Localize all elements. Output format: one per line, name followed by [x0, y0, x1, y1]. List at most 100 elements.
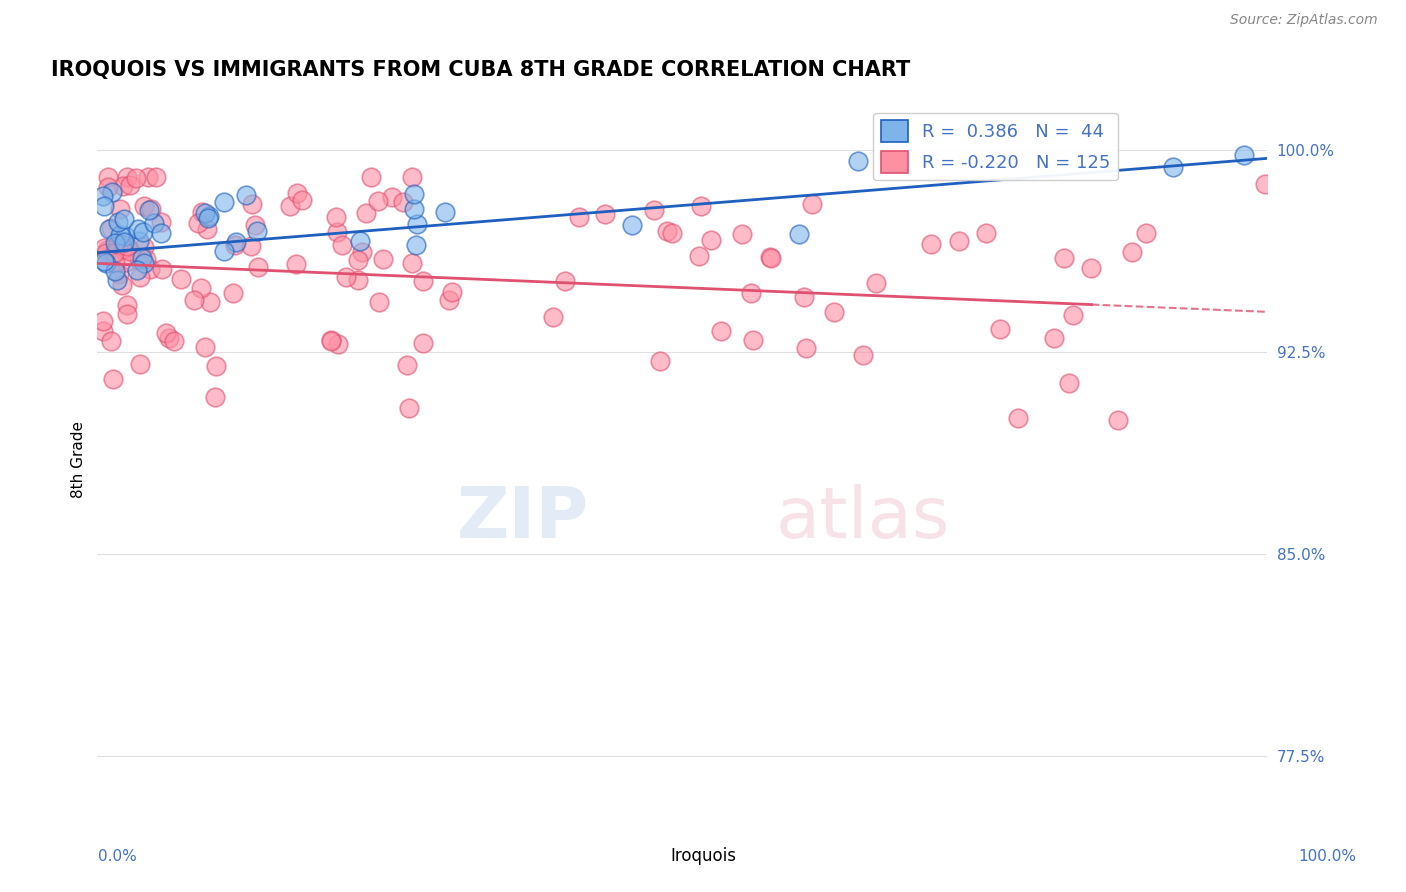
Point — [278, 199, 301, 213]
Point — [134, 240, 156, 254]
Point — [112, 235, 135, 249]
Point — [335, 269, 357, 284]
Point — [198, 295, 221, 310]
Point — [96, 256, 118, 270]
Point — [100, 221, 122, 235]
Point — [402, 186, 425, 201]
Point — [193, 206, 215, 220]
Point — [401, 256, 423, 270]
Point — [1057, 376, 1080, 391]
Point — [114, 229, 136, 244]
Point — [204, 359, 226, 373]
Point — [690, 199, 713, 213]
Point — [246, 260, 269, 274]
Point — [412, 336, 434, 351]
Point — [131, 252, 153, 266]
Point — [401, 170, 423, 185]
Point — [1053, 251, 1076, 265]
Point — [988, 322, 1011, 336]
Point — [759, 251, 782, 265]
Point — [1121, 245, 1143, 260]
Y-axis label: 8th Grade: 8th Grade — [72, 421, 86, 499]
Point — [183, 293, 205, 307]
Point — [190, 205, 212, 219]
Point — [1254, 177, 1277, 191]
Point — [648, 353, 671, 368]
Point — [787, 227, 810, 241]
Point — [155, 326, 177, 341]
Point — [235, 187, 257, 202]
Point — [852, 348, 875, 362]
Point — [112, 212, 135, 227]
Text: 100.0%: 100.0% — [1299, 849, 1357, 863]
Point — [107, 267, 129, 281]
Point — [326, 226, 349, 240]
Point — [101, 185, 124, 199]
Point — [920, 236, 942, 251]
Point — [98, 221, 121, 235]
Text: Iroquois: Iroquois — [671, 847, 735, 865]
Point — [391, 194, 413, 209]
Point — [204, 390, 226, 404]
Point — [104, 256, 127, 270]
Point — [731, 227, 754, 241]
Point — [134, 199, 156, 213]
Point — [948, 234, 970, 248]
Point — [170, 272, 193, 286]
Point — [97, 170, 120, 185]
Text: 0.0%: 0.0% — [98, 849, 138, 863]
Point — [100, 334, 122, 348]
Point — [1080, 261, 1102, 276]
Point — [350, 245, 373, 260]
Point — [349, 234, 371, 248]
Point — [291, 193, 314, 207]
Point — [240, 238, 263, 252]
Point — [395, 358, 418, 372]
Point — [108, 202, 131, 216]
Point — [115, 170, 138, 185]
Legend: R =  0.386   N =  44, R = -0.220   N = 125: R = 0.386 N = 44, R = -0.220 N = 125 — [873, 112, 1118, 180]
Point — [114, 255, 136, 269]
Text: ZIP: ZIP — [457, 483, 589, 553]
Text: atlas: atlas — [776, 483, 950, 553]
Point — [373, 252, 395, 266]
Point — [149, 214, 172, 228]
Point — [700, 233, 723, 247]
Point — [111, 237, 134, 252]
Point — [405, 237, 427, 252]
Point — [554, 274, 576, 288]
Point — [110, 228, 132, 243]
Point — [974, 226, 997, 240]
Point — [406, 217, 429, 231]
Point — [125, 170, 148, 185]
Point — [245, 218, 267, 232]
Point — [285, 186, 308, 201]
Point — [129, 357, 152, 371]
Point — [143, 216, 166, 230]
Point — [127, 263, 149, 277]
Point — [132, 225, 155, 239]
Point — [107, 237, 129, 252]
Point — [1163, 160, 1185, 174]
Point — [127, 222, 149, 236]
Point — [240, 197, 263, 211]
Point — [381, 190, 404, 204]
Point — [138, 202, 160, 217]
Point — [97, 180, 120, 194]
Point — [96, 244, 118, 258]
Point — [128, 234, 150, 248]
Point — [823, 305, 845, 319]
Point — [91, 314, 114, 328]
Point — [115, 239, 138, 253]
Point — [346, 273, 368, 287]
Point — [187, 216, 209, 230]
Point — [437, 293, 460, 308]
Point — [107, 215, 129, 229]
Point — [149, 226, 172, 240]
Point — [225, 235, 247, 249]
Point — [91, 324, 114, 338]
Point — [111, 242, 134, 256]
Point — [93, 199, 115, 213]
Point — [319, 334, 342, 348]
Point — [284, 257, 307, 271]
